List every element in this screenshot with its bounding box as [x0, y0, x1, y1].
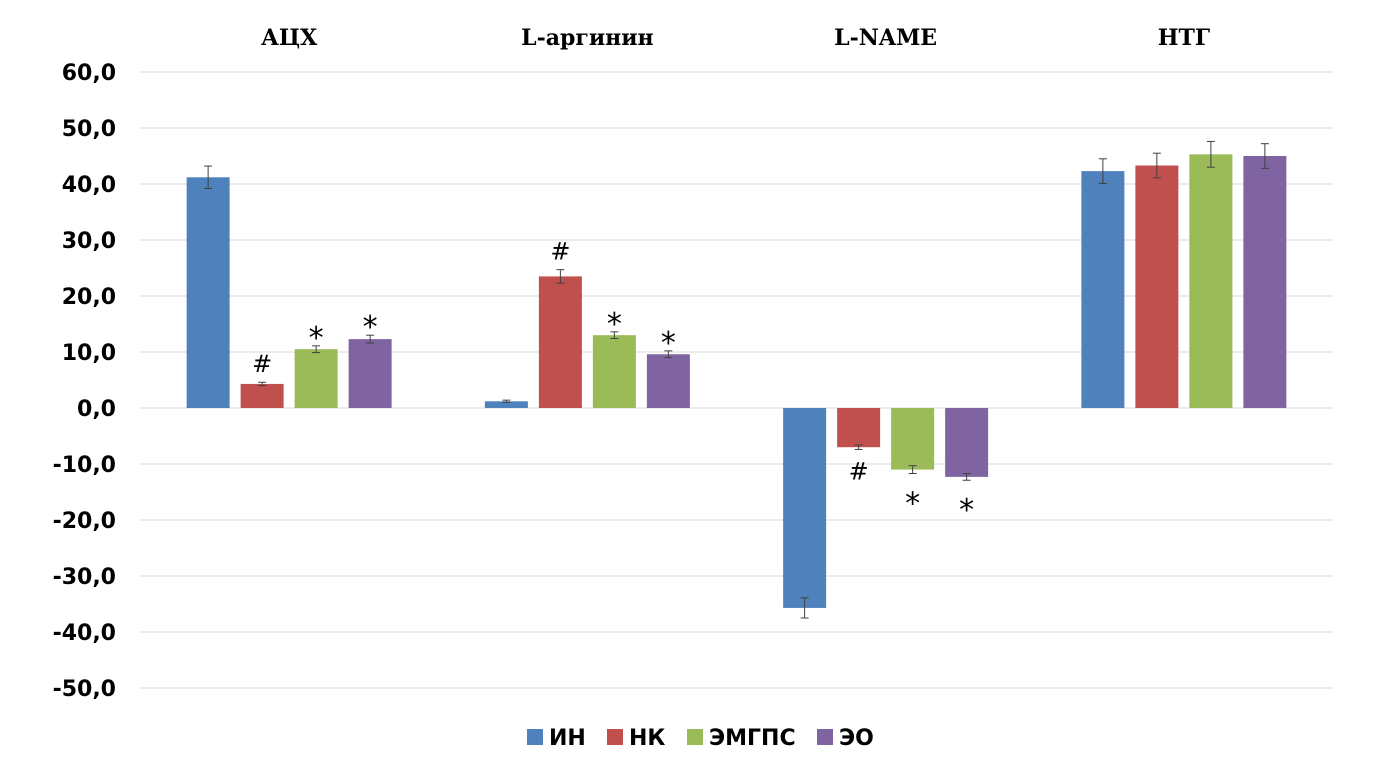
y-tick-label: 50,0 [62, 117, 116, 142]
bar [484, 401, 528, 408]
error-bar [1152, 152, 1161, 179]
legend-swatch [687, 729, 703, 745]
bar [592, 335, 636, 408]
legend-swatch [817, 729, 833, 745]
error-bar [366, 334, 375, 344]
category-label: L-аргинин [521, 25, 654, 51]
y-tick-label: 60,0 [62, 61, 116, 86]
significance-marker: * [959, 493, 974, 528]
error-bar [610, 331, 619, 340]
legend-label: ЭМГПС [709, 726, 796, 751]
significance-marker: * [309, 321, 324, 356]
error-bar [1260, 143, 1269, 169]
error-bar [1098, 158, 1107, 184]
bar [538, 276, 582, 408]
bar [783, 408, 827, 608]
bar [348, 339, 392, 408]
y-axis-tick-labels: 60,0 50,0 40,0 30,0 20,0 10,0 0,0 -10,0 -20,0 -30… [53, 61, 116, 702]
bar [1081, 171, 1125, 408]
y-tick-label: 20,0 [62, 285, 116, 310]
error-bar [258, 381, 267, 387]
legend-swatch [527, 729, 543, 745]
legend-label: ИН [549, 726, 586, 751]
bar [1135, 165, 1179, 408]
category-label: L-NAME [834, 25, 937, 51]
y-tick-label: -20,0 [53, 509, 116, 534]
significance-annotations: # * * # * * # * * [252, 238, 974, 529]
significance-marker: * [905, 487, 920, 522]
bar [891, 408, 935, 470]
legend-swatch [607, 729, 623, 745]
error-bar [664, 350, 673, 359]
error-bar [1206, 140, 1215, 168]
error-bar [962, 473, 971, 481]
legend-item: ИН [527, 726, 586, 751]
y-tick-label: -40,0 [53, 621, 116, 646]
legend: ИН НК ЭМГПС ЭО [527, 726, 874, 751]
bars [186, 154, 1287, 608]
bar [646, 354, 690, 408]
legend-item: ЭО [817, 726, 874, 751]
significance-marker: # [550, 238, 570, 266]
error-bars [204, 140, 1269, 619]
legend-label: ЭО [839, 726, 874, 751]
error-bar [312, 345, 321, 354]
significance-marker: * [363, 310, 378, 345]
significance-marker: * [661, 326, 676, 361]
significance-marker: # [252, 350, 272, 378]
bar [837, 408, 881, 448]
error-bar [502, 399, 511, 403]
legend-item: ЭМГПС [687, 726, 796, 751]
legend-item: НК [607, 726, 665, 751]
y-tick-label: -30,0 [53, 565, 116, 590]
error-bar [854, 444, 863, 450]
error-bar [908, 465, 917, 475]
significance-marker: * [607, 307, 622, 342]
category-labels: АЦХ L-аргинин L-NAME НТГ [261, 25, 1210, 51]
error-bar [800, 597, 809, 619]
y-tick-label: -10,0 [53, 453, 116, 478]
y-tick-label: 10,0 [62, 341, 116, 366]
bar [294, 349, 338, 408]
y-tick-label: 30,0 [62, 229, 116, 254]
y-tick-label: 40,0 [62, 173, 116, 198]
bar [1189, 154, 1233, 408]
bar [945, 408, 989, 477]
category-label: АЦХ [261, 25, 318, 51]
gridlines [140, 71, 1333, 689]
y-tick-label: 0,0 [77, 397, 116, 422]
category-label: НТГ [1158, 25, 1210, 51]
significance-marker: # [849, 457, 869, 485]
y-tick-label: -50,0 [53, 677, 116, 702]
bar [1243, 156, 1287, 408]
bar [240, 383, 284, 408]
bar [186, 177, 230, 408]
error-bar [204, 165, 213, 189]
error-bar [556, 269, 565, 284]
legend-label: НК [629, 726, 665, 751]
